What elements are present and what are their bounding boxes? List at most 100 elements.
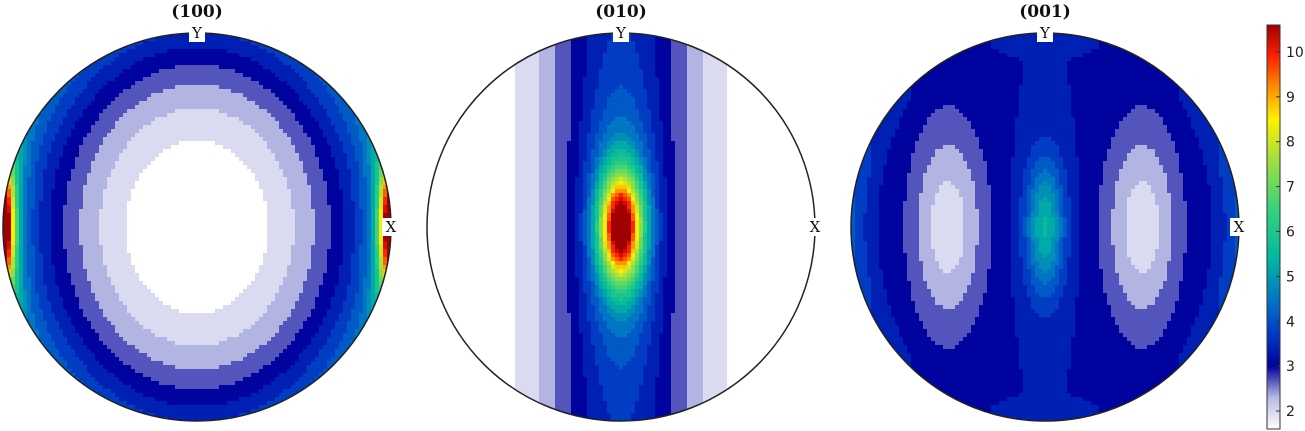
density-cell <box>207 181 212 186</box>
density-cell <box>331 109 336 114</box>
density-cell <box>271 53 276 58</box>
density-cell <box>67 253 72 258</box>
density-cell <box>339 129 344 134</box>
density-cell <box>155 113 160 118</box>
density-cell <box>107 265 112 270</box>
density-cell <box>351 137 356 142</box>
density-cell <box>235 101 240 106</box>
density-cell <box>75 249 80 254</box>
density-cell <box>235 237 240 242</box>
density-cell <box>167 85 172 90</box>
density-cell <box>359 205 364 210</box>
density-cell <box>259 125 264 130</box>
density-cell <box>111 217 116 222</box>
density-cell <box>135 125 140 130</box>
density-cell <box>251 77 256 82</box>
density-cell <box>175 113 180 118</box>
density-cell <box>123 69 128 74</box>
density-cell <box>251 193 256 198</box>
density-cell <box>279 169 284 174</box>
density-cell <box>387 245 391 250</box>
density-cell <box>207 73 212 78</box>
density-cell <box>315 125 320 130</box>
density-cell <box>335 185 340 190</box>
density-cell <box>35 273 40 278</box>
density-cell <box>27 261 32 266</box>
density-cell <box>123 249 128 254</box>
density-cell <box>203 41 208 46</box>
density-cell <box>203 245 208 250</box>
density-cell <box>227 221 232 226</box>
density-cell <box>107 237 112 242</box>
density-cell <box>195 233 200 238</box>
density-cell <box>187 69 192 74</box>
density-cell <box>203 161 208 166</box>
density-cell <box>123 81 128 86</box>
density-cell <box>175 213 180 218</box>
density-cell <box>227 257 232 262</box>
density-cell <box>47 225 52 230</box>
density-cell <box>271 237 276 242</box>
density-cell <box>155 237 160 242</box>
density-cell <box>311 213 316 218</box>
density-cell <box>43 193 48 198</box>
density-cell <box>307 241 312 246</box>
density-cell <box>11 201 16 206</box>
density-cell <box>231 117 236 122</box>
density-cell <box>379 229 384 234</box>
density-cell <box>207 129 212 134</box>
density-cell <box>211 125 216 130</box>
density-cell <box>143 177 148 182</box>
density-cell <box>291 233 296 238</box>
density-cell <box>239 197 244 202</box>
density-cell <box>307 129 312 134</box>
density-cell <box>131 45 136 50</box>
density-cell <box>59 205 64 210</box>
density-cell <box>235 61 240 66</box>
density-cell <box>211 141 216 146</box>
density-cell <box>107 85 112 90</box>
density-cell <box>39 125 44 130</box>
density-cell <box>103 253 108 258</box>
density-cell <box>147 77 152 82</box>
density-cell <box>51 197 56 202</box>
density-cell <box>135 205 140 210</box>
density-cell <box>143 33 148 38</box>
density-cell <box>271 89 276 94</box>
density-cell <box>199 141 204 146</box>
density-cell <box>255 185 260 190</box>
density-cell <box>323 233 328 238</box>
density-cell <box>155 57 160 62</box>
density-cell <box>119 117 124 122</box>
density-cell <box>215 85 220 90</box>
density-cell <box>347 117 352 122</box>
pole-figure-100: (100) Y X <box>2 2 400 422</box>
density-cell <box>91 81 96 86</box>
density-cell <box>247 177 252 182</box>
density-cell <box>235 245 240 250</box>
density-cell <box>183 129 188 134</box>
density-cell <box>23 217 28 222</box>
density-cell <box>207 229 212 234</box>
density-cell <box>159 109 164 114</box>
density-cell <box>339 257 344 262</box>
density-cell <box>199 109 204 114</box>
density-cell <box>355 133 360 138</box>
density-cell <box>195 193 200 198</box>
density-cell <box>55 125 60 130</box>
density-cell <box>135 129 140 134</box>
density-cell <box>175 261 180 266</box>
density-cell <box>123 117 128 122</box>
density-cell <box>371 201 376 206</box>
density-cell <box>51 249 56 254</box>
density-cell <box>75 169 80 174</box>
density-cell <box>135 165 140 170</box>
density-cell <box>231 81 236 86</box>
density-cell <box>63 93 68 98</box>
density-cell <box>307 113 312 118</box>
density-cell <box>151 77 156 82</box>
density-cell <box>255 133 260 138</box>
density-cell <box>167 37 172 42</box>
density-cell <box>175 169 180 174</box>
density-cell <box>163 137 168 142</box>
